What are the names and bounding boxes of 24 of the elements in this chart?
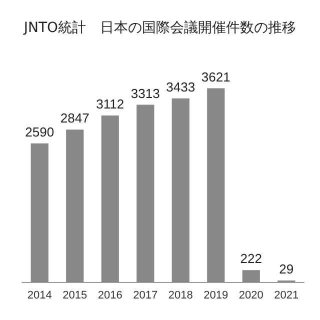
bar xyxy=(101,116,119,282)
data-label: 3433 xyxy=(166,79,196,94)
data-label: 3621 xyxy=(201,69,230,84)
bar xyxy=(242,270,260,282)
x-tick-label: 2015 xyxy=(62,290,88,302)
data-label: 29 xyxy=(279,261,294,276)
chart-title: JNTO統計 日本の国際会議開催件数の推移 xyxy=(22,20,296,36)
x-tick-label: 2018 xyxy=(168,290,193,302)
x-tick-label: 2019 xyxy=(204,290,228,302)
data-label: 2590 xyxy=(25,124,54,140)
bar xyxy=(66,130,84,282)
bar xyxy=(136,104,154,282)
data-label: 2847 xyxy=(60,110,90,126)
x-tick-label: 2021 xyxy=(274,290,299,302)
x-tick-label: 2014 xyxy=(27,290,52,302)
bar xyxy=(172,98,190,282)
data-label: 222 xyxy=(240,251,262,266)
x-tick-label: 2020 xyxy=(238,290,264,302)
x-tick-label: 2016 xyxy=(98,290,122,302)
data-label: 3112 xyxy=(96,96,124,112)
bar xyxy=(207,88,225,282)
bar xyxy=(30,143,48,282)
data-label: 3313 xyxy=(130,86,160,101)
x-tick-label: 2017 xyxy=(133,290,158,302)
